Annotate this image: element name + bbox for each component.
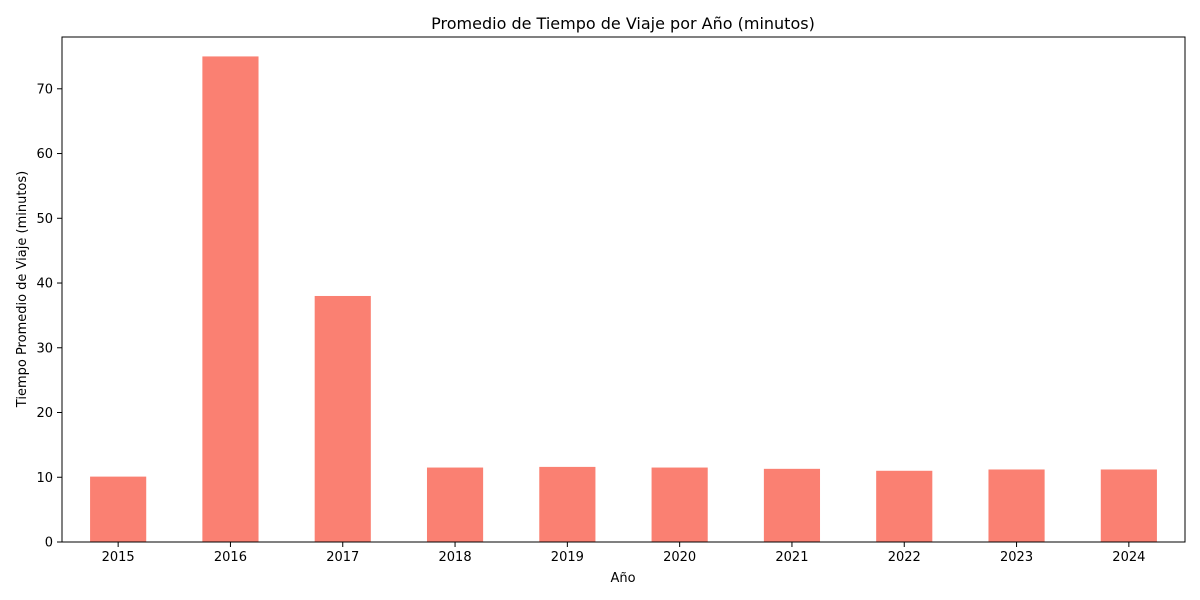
chart-title: Promedio de Tiempo de Viaje por Año (min…	[431, 14, 815, 33]
x-tick-label: 2017	[326, 550, 359, 565]
axes-frame	[61, 36, 1186, 543]
x-tick-label: 2024	[1112, 550, 1145, 565]
y-tick-label: 20	[36, 406, 53, 421]
y-tick-label: 10	[36, 471, 53, 486]
bar-2022	[876, 470, 933, 542]
bar-2020	[651, 467, 708, 542]
bar-2017	[314, 295, 371, 542]
x-tick-label: 2018	[439, 550, 472, 565]
y-tick-label: 40	[36, 277, 53, 292]
bar-2018	[426, 467, 484, 542]
bar-2021	[763, 468, 821, 542]
x-tick-label: 2016	[214, 550, 247, 565]
bar-2023	[988, 469, 1045, 542]
x-tick-label: 2020	[663, 550, 696, 565]
x-tick-label: 2021	[775, 550, 808, 565]
y-tick-label: 70	[36, 82, 53, 97]
bar-2016	[202, 56, 259, 543]
x-ticks: 2015 2016 2017 2018 2019 2020 2021 2022 2023 2024	[102, 542, 1145, 565]
x-axis-label: Año	[610, 571, 635, 586]
x-tick-label: 2023	[1000, 550, 1033, 565]
x-tick-label: 2015	[102, 550, 135, 565]
bar-2015	[90, 476, 147, 542]
y-ticks: 0 10 20 30 40 50 60 70	[36, 82, 62, 551]
y-axis-label: Tiempo Promedio de Viaje (minutos)	[15, 171, 30, 408]
bar-2024	[1100, 469, 1157, 542]
x-tick-label: 2019	[551, 550, 584, 565]
y-tick-label: 0	[45, 536, 53, 551]
y-tick-label: 50	[36, 212, 53, 227]
x-tick-label: 2022	[888, 550, 921, 565]
bar-2019	[539, 466, 596, 542]
y-tick-label: 60	[36, 147, 53, 162]
y-tick-label: 30	[36, 341, 53, 356]
bars-layer	[90, 56, 1157, 543]
